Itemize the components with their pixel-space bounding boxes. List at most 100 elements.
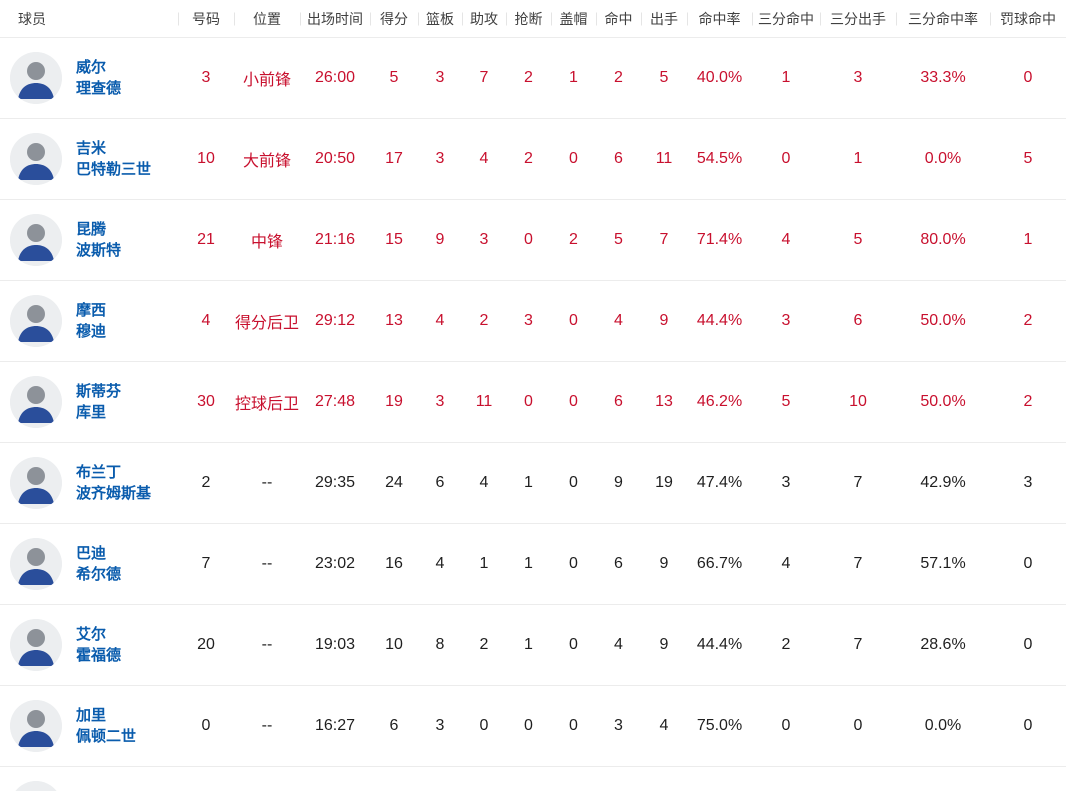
stat-3pm: 0	[781, 150, 791, 167]
person-silhouette-icon	[10, 457, 62, 509]
player-avatar[interactable]	[10, 457, 62, 509]
stat-3pm: 3	[781, 312, 791, 329]
player-name-line1: 吉米	[76, 140, 107, 157]
stat-3pa: 5	[853, 231, 863, 248]
player-name-link[interactable]: 斯蒂芬 库里	[76, 381, 121, 423]
table-header: 球员 号码 位置 出场时间 得分 篮板 助攻 抢断 盖帽 命中 出手 命中率 三分命中 三分出手 三分命中率…	[0, 0, 1066, 37]
stat-rebounds: 8	[435, 636, 445, 653]
table-body: 威尔 理查德 3 小前锋 26:00 5 3 7 2 1 2 5 40.0% 1…	[0, 37, 1066, 766]
stat-number: 30	[197, 393, 215, 410]
stat-minutes: 19:03	[314, 636, 356, 653]
column-header-steals: 抢断	[506, 9, 551, 29]
player-name-link[interactable]: 巴迪 希尔德	[76, 543, 121, 585]
stat-position: 中锋	[250, 234, 283, 251]
table-row: 威尔 理查德 3 小前锋 26:00 5 3 7 2 1 2 5 40.0% 1…	[0, 37, 1066, 118]
player-name-line2: 理查德	[76, 80, 122, 97]
stat-points: 6	[389, 717, 399, 734]
player-avatar[interactable]	[10, 700, 62, 752]
stat-blocks: 0	[569, 474, 578, 491]
stat-points: 13	[385, 312, 403, 329]
stat-points: 17	[385, 150, 403, 167]
player-avatar[interactable]	[10, 52, 62, 104]
stat-3pm: 5	[781, 393, 791, 410]
stat-fg-pct: 46.2%	[696, 393, 743, 410]
column-header-rebounds: 篮板	[418, 9, 462, 29]
player-name-link[interactable]: 威尔 理查德	[76, 57, 121, 99]
player-avatar[interactable]	[10, 538, 62, 590]
stat-minutes: 29:12	[314, 312, 356, 329]
stat-fgm: 4	[614, 636, 623, 653]
column-header-player: 球员	[18, 10, 46, 27]
stat-minutes: 20:50	[314, 150, 356, 167]
player-cell: 布兰丁 波齐姆斯基	[0, 457, 178, 509]
player-name-line1: 斯蒂芬	[76, 383, 122, 400]
stat-steals: 2	[524, 69, 533, 86]
table-row: 布兰丁 波齐姆斯基 2 -- 29:35 24 6 4 1 0 9 19 47.…	[0, 442, 1066, 523]
stat-position: --	[261, 717, 273, 734]
player-avatar[interactable]	[10, 376, 62, 428]
stat-points: 24	[385, 474, 403, 491]
stat-3pm: 3	[781, 474, 791, 491]
stat-fg-pct: 71.4%	[696, 231, 743, 248]
stat-ftm: 3	[1023, 474, 1033, 491]
stat-assists: 1	[479, 555, 489, 572]
stat-minutes: 21:16	[314, 231, 356, 248]
stat-minutes: 16:27	[314, 717, 356, 734]
stat-steals: 1	[524, 636, 533, 653]
stat-blocks: 0	[569, 150, 578, 167]
stat-3pa: 1	[853, 150, 863, 167]
stat-blocks: 2	[569, 231, 578, 248]
player-name-line2: 穆迪	[76, 323, 107, 340]
stat-minutes: 27:48	[314, 393, 356, 410]
player-name-line2: 霍福德	[76, 647, 122, 664]
stat-fgm: 4	[614, 312, 623, 329]
stat-3p-pct: 33.3%	[920, 69, 966, 86]
player-name-line1: 昆腾	[76, 221, 107, 238]
stat-position: --	[261, 636, 273, 653]
stat-3pa: 7	[853, 474, 863, 491]
stat-rebounds: 9	[435, 231, 445, 248]
stat-rebounds: 6	[435, 474, 445, 491]
stat-3p-pct: 50.0%	[920, 312, 966, 329]
table-row: 巴迪 希尔德 7 -- 23:02 16 4 1 1 0 6 9 66.7% 4…	[0, 523, 1066, 604]
table-row: 昆腾 波斯特 21 中锋 21:16 15 9 3 0 2 5 7 71.4% …	[0, 199, 1066, 280]
stat-3p-pct: 50.0%	[920, 393, 966, 410]
table-row: 艾尔 霍福德 20 -- 19:03 10 8 2 1 0 4 9 44.4% …	[0, 604, 1066, 685]
stat-steals: 0	[524, 717, 533, 734]
player-cell: 昆腾 波斯特	[0, 214, 178, 266]
player-avatar[interactable]	[10, 133, 62, 185]
player-name-link[interactable]: 摩西 穆迪	[76, 300, 106, 342]
player-name-link[interactable]: 加里 佩顿二世	[76, 705, 136, 747]
player-name-link[interactable]: 艾尔 霍福德	[76, 624, 121, 666]
player-cell: 吉米 巴特勒三世	[0, 133, 178, 185]
stat-steals: 0	[524, 231, 533, 248]
stat-blocks: 0	[569, 717, 578, 734]
player-cell: 巴迪 希尔德	[0, 538, 178, 590]
stat-ftm: 0	[1023, 717, 1033, 734]
stat-blocks: 0	[569, 636, 578, 653]
stat-ftm: 5	[1023, 150, 1033, 167]
player-avatar[interactable]	[10, 781, 62, 791]
stat-ftm: 0	[1023, 69, 1033, 86]
stat-3p-pct: 80.0%	[920, 231, 966, 248]
stat-rebounds: 4	[435, 555, 445, 572]
stat-blocks: 0	[569, 393, 578, 410]
stat-fga: 9	[659, 312, 669, 329]
player-name-link[interactable]: 吉米 巴特勒三世	[76, 138, 151, 180]
stat-rebounds: 4	[435, 312, 445, 329]
stat-fg-pct: 54.5%	[696, 150, 743, 167]
player-name-link[interactable]: 昆腾 波斯特	[76, 219, 121, 261]
table-row: 摩西 穆迪 4 得分后卫 29:12 13 4 2 3 0 4 9 44.4% …	[0, 280, 1066, 361]
stat-minutes: 26:00	[314, 69, 356, 86]
stat-3p-pct: 57.1%	[920, 555, 966, 572]
player-avatar[interactable]	[10, 295, 62, 347]
player-avatar[interactable]	[10, 214, 62, 266]
player-avatar[interactable]	[10, 619, 62, 671]
stat-position: 大前锋	[242, 153, 291, 170]
stat-position: 小前锋	[242, 72, 291, 89]
player-cell: 斯蒂芬 库里	[0, 376, 178, 428]
stat-3pa: 10	[849, 393, 867, 410]
stat-points: 16	[385, 555, 403, 572]
player-name-link[interactable]: 布兰丁 波齐姆斯基	[76, 462, 151, 504]
stat-3pm: 1	[781, 69, 791, 86]
